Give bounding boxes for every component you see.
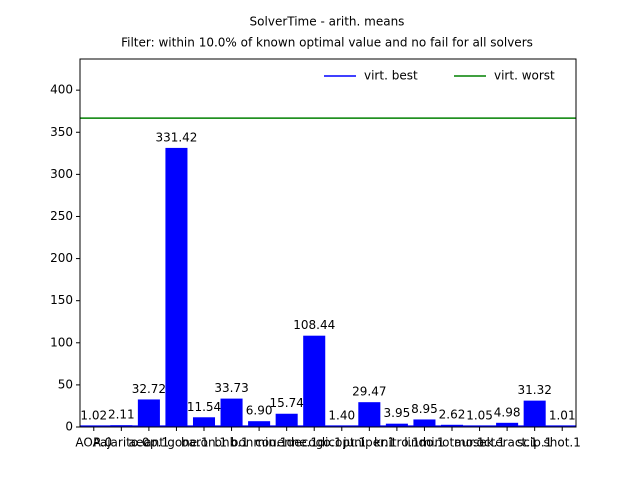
x-tick-label: antigone.1 — [144, 436, 208, 450]
value-label: 1.02 — [80, 409, 107, 423]
value-label: 2.62 — [439, 407, 466, 421]
x-tick-label: minotaur.1 — [420, 436, 485, 450]
bar — [385, 423, 408, 427]
y-tick-label: 350 — [50, 125, 73, 139]
x-tick-label: decogo.1 — [287, 436, 342, 450]
value-label: 11.54 — [187, 400, 221, 414]
x-tick-label: shot.1 — [544, 436, 581, 450]
value-label: 3.95 — [384, 406, 411, 420]
y-tick-label: 0 — [65, 420, 73, 434]
y-tick-label: 300 — [50, 167, 73, 181]
value-label: 6.90 — [246, 404, 273, 418]
x-tick-label: bnb.1 — [214, 436, 248, 450]
x-tick-label: scip.1 — [517, 436, 552, 450]
x-tick-label: aecp.1 — [129, 436, 169, 450]
x-tick-label: octeract.1 — [477, 436, 538, 450]
y-tick-label: 200 — [50, 251, 73, 265]
value-label: 2.11 — [108, 408, 135, 422]
value-label: 29.47 — [352, 385, 386, 399]
value-label: 1.01 — [549, 409, 576, 423]
legend-label: virt. best — [364, 69, 418, 83]
chart-subtitle: Filter: within 10.0% of known optimal va… — [121, 36, 533, 50]
x-tick-label: Pajarito.0 — [93, 436, 149, 450]
value-label: 8.95 — [411, 402, 438, 416]
bar — [413, 419, 436, 427]
x-tick-label: couenne.1 — [255, 436, 318, 450]
x-tick-label: juniper.1 — [342, 436, 395, 450]
x-tick-label: knitro.1 — [374, 436, 420, 450]
x-tick-label: bonmin.1 — [231, 436, 288, 450]
bar — [165, 147, 188, 427]
bar — [220, 398, 243, 427]
value-label: 4.98 — [494, 405, 521, 419]
chart-title: SolverTime - arith. means — [250, 15, 405, 29]
plot-frame — [79, 58, 577, 428]
x-tick-label: AOA.0 — [75, 436, 112, 450]
bar — [496, 422, 519, 427]
bar — [192, 417, 216, 427]
y-tick-label: 400 — [50, 83, 73, 97]
y-tick-label: 50 — [58, 377, 73, 391]
bar — [137, 399, 160, 427]
value-label: 15.74 — [269, 396, 303, 410]
bar — [303, 335, 326, 427]
value-label: 33.73 — [214, 381, 248, 395]
bar — [275, 413, 298, 427]
value-label: 32.72 — [132, 382, 166, 396]
legend-label: virt. worst — [494, 69, 555, 83]
value-label: 1.05 — [466, 409, 493, 423]
bar — [523, 400, 546, 427]
x-tick-label: mosek.1 — [454, 436, 505, 450]
bar — [248, 421, 271, 427]
bar — [358, 402, 381, 427]
x-tick-label: dicopt.1 — [317, 436, 366, 450]
y-tick-label: 150 — [50, 293, 73, 307]
value-label: 108.44 — [293, 318, 335, 332]
value-label: 1.40 — [328, 408, 355, 422]
x-tick-label: lindo.1 — [404, 436, 444, 450]
y-tick-label: 250 — [50, 209, 73, 223]
y-tick-label: 100 — [50, 335, 73, 349]
value-label: 31.32 — [517, 383, 551, 397]
value-label: 331.42 — [155, 130, 197, 144]
x-tick-label: baron.1 — [181, 436, 227, 450]
